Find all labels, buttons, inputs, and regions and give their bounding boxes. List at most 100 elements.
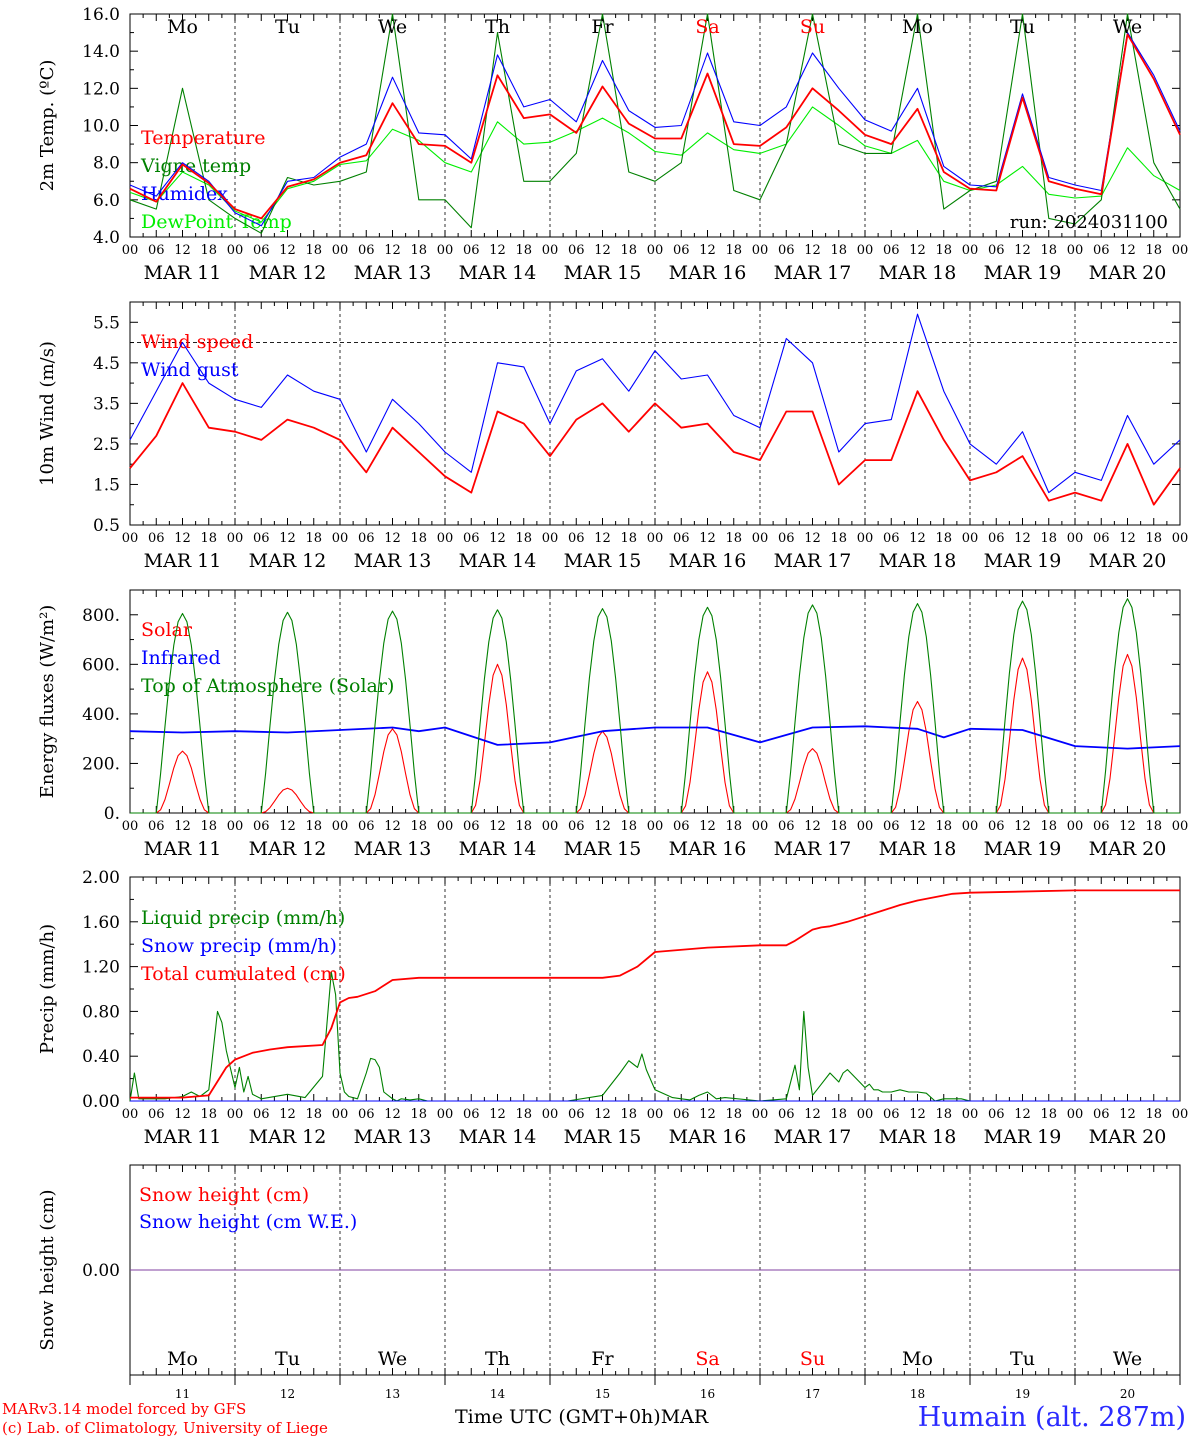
run-label: run: 2024031100 — [1010, 212, 1168, 233]
y-tick-label: 6.0 — [93, 191, 120, 211]
x-date-label: MAR 12 — [249, 1126, 327, 1148]
x-hour-label: 06 — [568, 243, 585, 258]
y-tick-label: 4.5 — [93, 354, 120, 374]
x-hour-label: 06 — [883, 531, 900, 546]
x-hour-label: 00 — [752, 819, 769, 834]
x-hour-label: 18 — [200, 243, 217, 258]
y-tick-label: 0.40 — [82, 1047, 120, 1067]
y-tick-label: 1.60 — [82, 913, 120, 933]
x-hour-label: 18 — [515, 243, 532, 258]
x-hour-label: 00 — [227, 819, 244, 834]
x-hour-label: 00 — [962, 531, 979, 546]
x-date-label: MAR 16 — [669, 262, 747, 284]
x-hour-label: 18 — [1145, 1107, 1162, 1122]
x-hour-label: 06 — [1093, 243, 1110, 258]
x-hour-label: 18 — [620, 531, 637, 546]
x-hour-label: 12 — [1119, 819, 1136, 834]
x-hour-label: 00 — [332, 1107, 349, 1122]
x-hour-label: 00 — [227, 531, 244, 546]
x-hour-label: 12 — [489, 243, 506, 258]
x-hour-label: 12 — [699, 531, 716, 546]
x-date-label: MAR 20 — [1089, 262, 1167, 284]
day-number: 16 — [700, 1387, 715, 1401]
day-number: 11 — [175, 1387, 190, 1401]
x-date-label: MAR 20 — [1089, 550, 1167, 572]
x-date-label: MAR 20 — [1089, 1126, 1167, 1148]
x-hour-label: 12 — [1119, 531, 1136, 546]
x-date-label: MAR 19 — [984, 1126, 1062, 1148]
x-date-label: MAR 11 — [144, 838, 222, 860]
x-hour-label: 18 — [305, 1107, 322, 1122]
x-hour-label: 00 — [542, 1107, 559, 1122]
y-tick-label: 5.5 — [93, 313, 120, 333]
series-line — [130, 889, 1180, 1099]
y-tick-label: 2.00 — [82, 868, 120, 888]
x-hour-label: 12 — [594, 531, 611, 546]
day-label-top: Tu — [1010, 16, 1035, 38]
y-axis-label: Snow height (cm) — [37, 1189, 58, 1350]
model-credit: MARv3.14 model forced by GFS — [2, 1400, 247, 1418]
y-tick-label: 10.0 — [82, 117, 120, 137]
x-hour-label: 18 — [515, 819, 532, 834]
x-hour-label: 12 — [1014, 819, 1031, 834]
x-hour-label: 06 — [883, 1107, 900, 1122]
x-hour-label: 06 — [568, 531, 585, 546]
y-tick-label: 200. — [82, 754, 120, 774]
x-date-label: MAR 15 — [564, 550, 642, 572]
x-hour-label: 18 — [830, 819, 847, 834]
x-hour-label: 12 — [174, 819, 191, 834]
x-hour-label: 12 — [489, 819, 506, 834]
x-hour-label: 18 — [1040, 531, 1057, 546]
x-date-label: MAR 19 — [984, 550, 1062, 572]
x-date-label: MAR 13 — [354, 550, 432, 572]
x-hour-label: 00 — [857, 243, 874, 258]
x-hour-label: 18 — [935, 243, 952, 258]
x-hour-label: 00 — [227, 243, 244, 258]
x-hour-label: 12 — [909, 1107, 926, 1122]
x-hour-label: 00 — [542, 819, 559, 834]
x-hour-label: 06 — [463, 819, 480, 834]
x-hour-label: 00 — [1067, 243, 1084, 258]
x-hour-label: 18 — [725, 531, 742, 546]
x-date-label: MAR 18 — [879, 550, 957, 572]
x-date-label: MAR 13 — [354, 262, 432, 284]
x-date-label: MAR 14 — [459, 262, 537, 284]
x-hour-label: 12 — [804, 243, 821, 258]
day-number: 20 — [1120, 1387, 1135, 1401]
series-line — [129, 32, 1181, 227]
x-hour-label: 06 — [463, 243, 480, 258]
x-hour-label: 12 — [174, 531, 191, 546]
x-date-label: MAR 14 — [459, 1126, 537, 1148]
x-hour-label: 06 — [253, 819, 270, 834]
legend-entry: Wind speed — [141, 331, 253, 353]
x-date-label: MAR 12 — [249, 550, 327, 572]
x-hour-label: 12 — [699, 819, 716, 834]
day-label-top: Th — [485, 16, 510, 38]
x-hour-label: 00 — [1067, 819, 1084, 834]
x-hour-label: 06 — [883, 819, 900, 834]
y-axis-label: 10m Wind (m/s) — [37, 341, 58, 486]
x-hour-label: 18 — [830, 531, 847, 546]
day-label-top: Mo — [902, 16, 933, 38]
x-hour-label: 18 — [200, 1107, 217, 1122]
y-axis-label: Precip (mm/h) — [37, 924, 58, 1054]
x-hour-label: 12 — [279, 819, 296, 834]
x-hour-label: 12 — [909, 243, 926, 258]
x-hour-label: 00 — [1172, 243, 1189, 258]
x-hour-label: 00 — [332, 819, 349, 834]
day-number: 17 — [805, 1387, 820, 1401]
x-hour-label: 00 — [1172, 1107, 1189, 1122]
x-hour-label: 06 — [358, 1107, 375, 1122]
x-hour-label: 18 — [935, 1107, 952, 1122]
x-hour-label: 00 — [332, 531, 349, 546]
y-tick-label: 800. — [82, 606, 120, 626]
day-label-bottom: Su — [800, 1348, 825, 1370]
x-hour-label: 06 — [463, 1107, 480, 1122]
x-date-label: MAR 15 — [564, 838, 642, 860]
x-hour-label: 12 — [384, 819, 401, 834]
x-hour-label: 12 — [489, 1107, 506, 1122]
x-hour-label: 06 — [778, 531, 795, 546]
x-hour-label: 00 — [647, 243, 664, 258]
x-hour-label: 06 — [253, 531, 270, 546]
y-axis-label: 2m Temp. (ºC) — [37, 60, 58, 192]
